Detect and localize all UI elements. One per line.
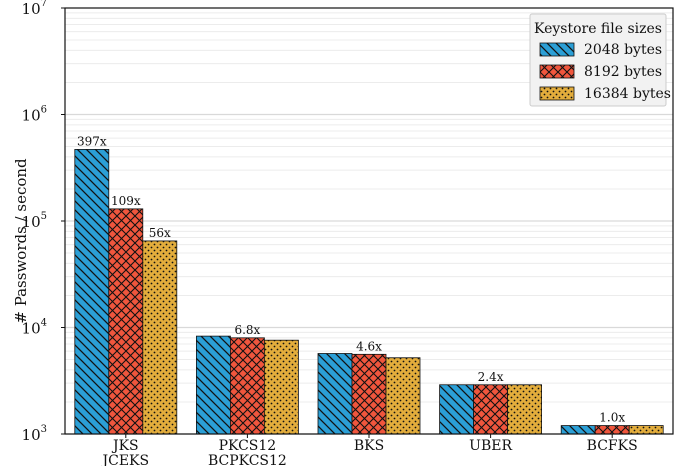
bar-16384-bytes-1 — [263, 339, 299, 435]
legend-swatch — [539, 42, 575, 57]
legend-label: 16384 bytes — [584, 86, 671, 102]
legend-title: Keystore file sizes — [534, 21, 662, 37]
x-tick-label-line2: BCPKCS12 — [208, 453, 287, 466]
y-tick-label: 105 — [22, 211, 47, 231]
bar-value-label: 56x — [149, 226, 171, 240]
bar-16384-bytes-4 — [628, 425, 664, 435]
bar-2048-bytes-4 — [560, 425, 596, 435]
bar-value-label: 2.4x — [478, 370, 504, 384]
y-tick-label: 106 — [22, 105, 47, 125]
bar-8192-bytes-2 — [351, 353, 387, 435]
bar-2048-bytes-3 — [439, 384, 475, 435]
bar-value-label: 4.6x — [356, 339, 382, 353]
x-tick-label: BCFKS — [587, 438, 638, 454]
x-tick-label-line2: JCEKS — [101, 453, 150, 466]
bar-8192-bytes-0 — [108, 208, 144, 435]
bar-value-label: 109x — [111, 194, 141, 208]
bar-16384-bytes-3 — [507, 384, 543, 435]
bar-2048-bytes-2 — [317, 353, 353, 435]
bar-annotations: 397x 109x 56x 6.8x 4.6x 2.4x 1.0x — [77, 134, 625, 424]
y-tick-label: 107 — [22, 0, 47, 18]
bar-8192-bytes-3 — [473, 384, 509, 435]
legend-entries: 2048 bytes 8192 bytes 16384 bytes — [539, 42, 671, 102]
legend-swatch — [539, 64, 575, 79]
legend: Keystore file sizes 2048 bytes 8192 bytes… — [529, 13, 671, 107]
bar-8192-bytes-4 — [594, 425, 630, 435]
bar-2048-bytes-1 — [195, 335, 231, 435]
bar-2048-bytes-0 — [74, 149, 110, 435]
y-tick-label: 103 — [22, 424, 47, 444]
y-axis-ticks: 103 104 105 106 107 — [22, 0, 65, 444]
x-tick-label: JKS — [111, 438, 139, 454]
x-tick-label: UBER — [469, 438, 512, 454]
bar-value-label: 1.0x — [599, 411, 625, 425]
bars — [74, 149, 664, 435]
legend-label: 2048 bytes — [584, 42, 662, 58]
bar-value-label: 6.8x — [234, 323, 260, 337]
bar-16384-bytes-0 — [142, 240, 178, 435]
bar-16384-bytes-2 — [385, 357, 421, 435]
bar-8192-bytes-1 — [229, 337, 265, 435]
legend-label: 8192 bytes — [584, 64, 662, 80]
y-tick-label: 104 — [22, 318, 47, 338]
legend-box — [529, 13, 667, 107]
y-axis-label: # Passwords / second — [12, 158, 30, 324]
x-tick-label: PKCS12 — [219, 438, 277, 454]
x-tick-label: BKS — [354, 438, 384, 454]
bar-value-label: 397x — [77, 134, 107, 148]
legend-swatch — [539, 86, 575, 101]
